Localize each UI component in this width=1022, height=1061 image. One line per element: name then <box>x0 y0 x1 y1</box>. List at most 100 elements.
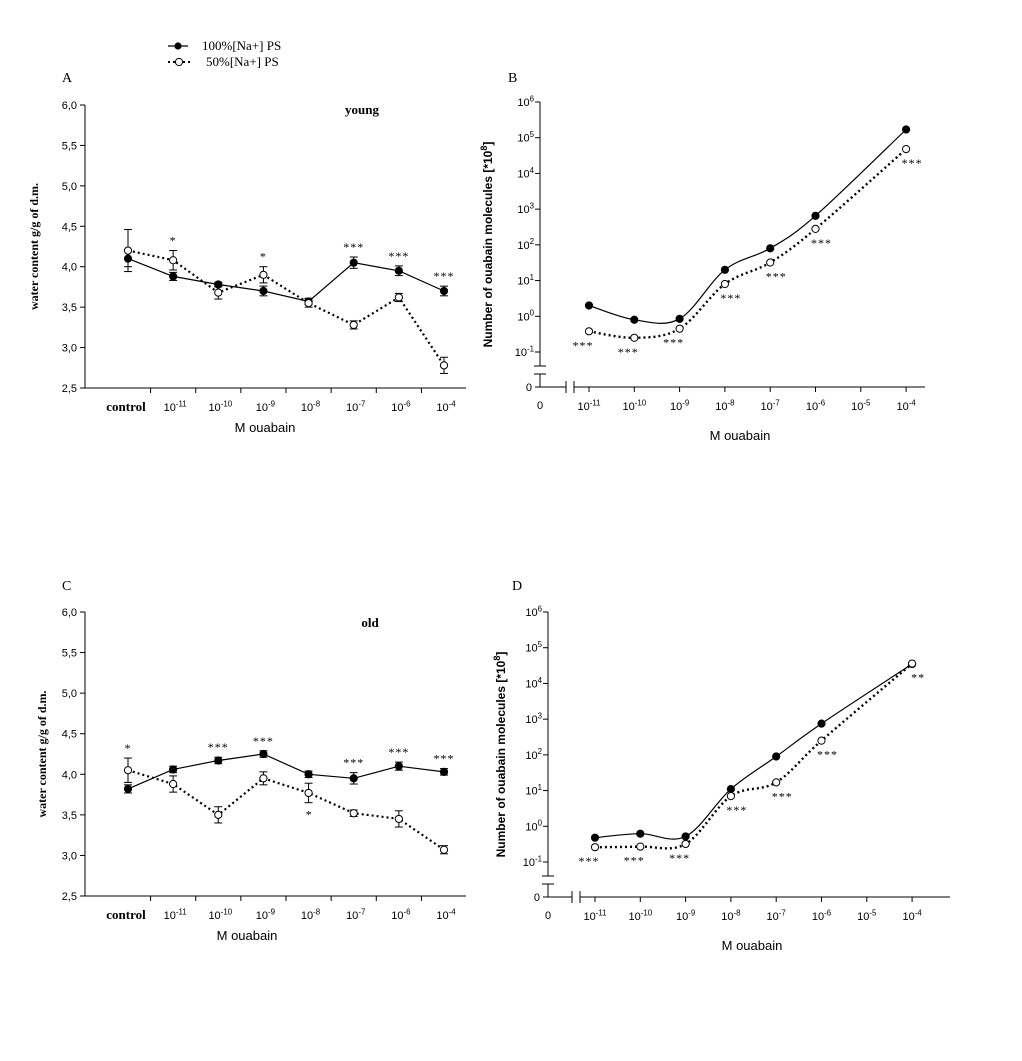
y-tick-label: 2,5 <box>62 383 77 395</box>
y-tick-label: 3,0 <box>62 343 77 355</box>
point-50-1 <box>169 779 178 789</box>
significance-mark: *** <box>208 740 229 754</box>
x-tick-label: 10-8 <box>301 399 321 414</box>
point-100-1 <box>169 765 178 774</box>
significance-mark: *** <box>573 338 594 352</box>
point-50-5 <box>817 736 826 745</box>
point-100-1 <box>630 315 639 324</box>
point-50-0 <box>584 327 594 336</box>
y-axis-label: water content g/g of d.m. <box>35 690 49 817</box>
panel-letter-a: A <box>62 71 73 86</box>
panel-b-ouabain-molecules-young: 10-1 100 101 102 103 104 105 106 00 10-11 10-10 10-… <box>479 94 925 443</box>
significance-mark: *** <box>343 240 364 254</box>
point-50-6 <box>394 293 403 302</box>
point-50-6 <box>394 814 403 824</box>
point-50-4 <box>766 258 775 267</box>
point-100-3 <box>726 784 736 794</box>
y-tick-label: 103 <box>517 202 534 217</box>
x-tick-label: 10-7 <box>767 908 786 923</box>
x-tick-label: 10-9 <box>670 398 690 413</box>
point-50-6 <box>908 659 917 668</box>
series-line-100 <box>594 663 913 840</box>
legend-label-100: 100%[Na+] PS <box>202 38 281 53</box>
x-axis-label: M ouabain <box>710 428 771 443</box>
x-tick-label: 10-9 <box>676 908 696 923</box>
significance-mark: *** <box>669 851 690 865</box>
x-tick-label: 10-6 <box>812 908 832 923</box>
y-tick-label: 4,0 <box>62 769 77 781</box>
x-tick-label: 10-8 <box>715 398 735 413</box>
significance-mark: *** <box>434 752 455 766</box>
series-line-50 <box>588 148 907 340</box>
point-50-1 <box>636 842 645 851</box>
point-50-0 <box>123 766 133 775</box>
point-100-5 <box>349 258 358 267</box>
point-50-5 <box>349 320 358 330</box>
point-100-3 <box>259 286 268 296</box>
y-tick-label: 5,0 <box>62 688 77 700</box>
x-tick-label: 10-4 <box>436 907 456 922</box>
y-tick-label: 6,0 <box>62 607 77 619</box>
x-tick-label: 10-4 <box>436 399 456 414</box>
panel-subtitle: old <box>361 615 379 630</box>
point-50-3 <box>720 279 730 289</box>
point-50-2 <box>675 324 684 333</box>
x-tick-label: 10-6 <box>391 907 411 922</box>
point-50-3 <box>259 270 268 279</box>
x-tick-label: 10-10 <box>208 907 232 922</box>
series-line-50 <box>127 249 445 367</box>
point-100-0 <box>123 784 133 793</box>
x-tick-label: control <box>106 907 146 922</box>
significance-mark: *** <box>434 269 455 283</box>
point-50-4 <box>304 788 313 798</box>
y-tick-label: 105 <box>525 640 542 655</box>
point-100-6 <box>902 125 911 134</box>
y-tick-label: 102 <box>525 747 542 762</box>
legend-label-50: 50%[Na+] PS <box>206 54 279 69</box>
significance-mark: * <box>306 808 312 822</box>
point-50-5 <box>349 809 358 818</box>
x-tick-label: 10-11 <box>577 398 601 413</box>
x-axis-label: M ouabain <box>722 938 783 953</box>
point-50-7 <box>439 361 449 370</box>
point-100-7 <box>439 286 449 296</box>
point-100-5 <box>811 211 820 220</box>
x-tick-label: 10-7 <box>346 907 365 922</box>
point-100-0 <box>590 833 600 842</box>
significance-mark: * <box>125 741 132 755</box>
y-tick-label: 104 <box>525 676 542 691</box>
y-tick-label: 3,5 <box>62 810 77 822</box>
significance-mark: *** <box>817 748 838 762</box>
x-tick-label: 10-10 <box>208 399 232 414</box>
panel-letter-d: D <box>512 579 522 594</box>
series-line-100 <box>127 753 445 790</box>
point-50-0 <box>123 246 133 255</box>
x-tick-label: 10-9 <box>256 399 276 414</box>
significance-mark: * <box>170 234 177 248</box>
significance-mark: *** <box>726 803 747 817</box>
x-tick-label: 10-9 <box>256 907 276 922</box>
x-tick-label: 10-5 <box>857 908 877 923</box>
x-tick-label: 10-4 <box>902 908 922 923</box>
point-100-4 <box>304 770 313 779</box>
point-100-3 <box>720 265 730 274</box>
x-tick-label: 10-5 <box>851 398 871 413</box>
y-axis-label: Number of ouabain molecules [*108] <box>479 142 495 348</box>
significance-mark: ** <box>911 671 925 685</box>
x-tick-label: 10-7 <box>761 398 780 413</box>
point-100-2 <box>681 832 690 841</box>
point-100-1 <box>169 272 178 281</box>
point-50-5 <box>811 224 820 233</box>
panel-letter-c: C <box>62 579 71 594</box>
x-tick-label: 10-7 <box>346 399 365 414</box>
significance-mark: *** <box>772 789 793 803</box>
series-line-50 <box>594 662 913 850</box>
y-zero-label: 0 <box>534 892 540 904</box>
x-zero-label: 0 <box>545 910 551 922</box>
legend-marker-50 <box>174 57 184 67</box>
point-50-6 <box>902 144 911 154</box>
point-100-5 <box>349 774 358 783</box>
panel-a-water-content-young: 2,5 3,0 3,5 4,0 4,5 5,0 5,5 6,0 control 10-11 10-1… <box>27 100 466 435</box>
y-tick-label: 5,5 <box>62 140 77 152</box>
